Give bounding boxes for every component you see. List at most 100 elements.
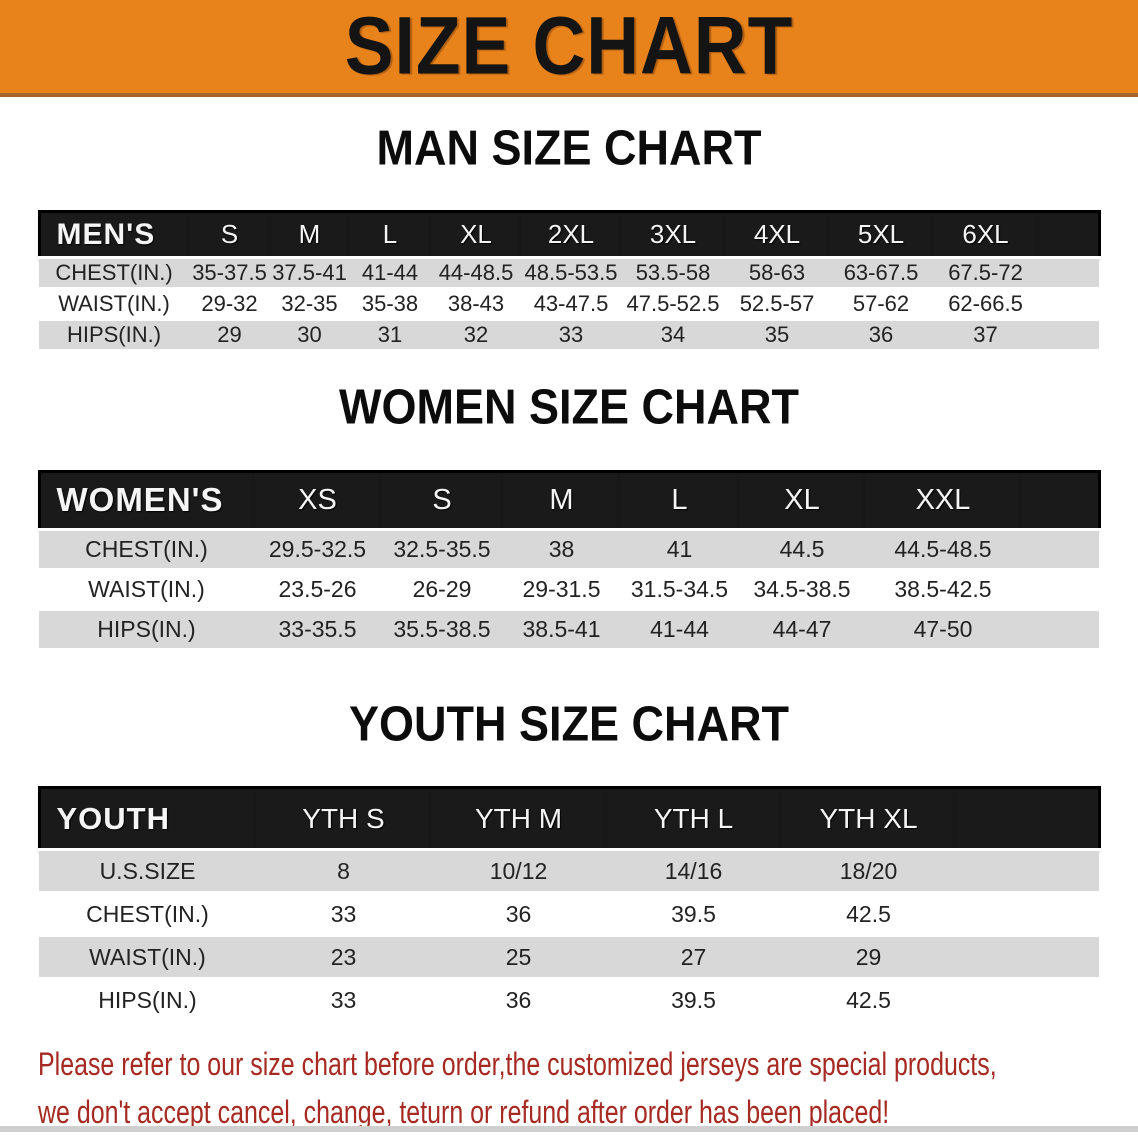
table-row: CHEST(IN.) 33 36 39.5 42.5	[39, 892, 1099, 936]
size-column-header: L	[620, 471, 739, 530]
size-column-header: 3XL	[621, 211, 725, 258]
row-spacer	[956, 934, 1099, 981]
size-value-cell: 41	[620, 527, 739, 571]
size-column-header: YTH XL	[781, 787, 956, 850]
row-spacer	[1038, 288, 1099, 320]
size-value-cell: 23	[256, 934, 431, 981]
banner-title: SIZE CHART	[344, 0, 794, 92]
bottom-edge-strip	[0, 1126, 1138, 1132]
size-value-cell: 44.5-48.5	[865, 527, 1021, 571]
size-value-cell: 23.5-26	[254, 569, 381, 610]
size-value-cell: 38.5-42.5	[865, 569, 1021, 610]
size-column-header: L	[349, 211, 431, 258]
size-value-cell: 32-35	[270, 288, 349, 320]
row-spacer	[1021, 607, 1099, 651]
size-value-cell: 39.5	[606, 978, 781, 1022]
size-value-cell: 44-47	[739, 607, 865, 651]
size-value-cell: 8	[256, 848, 431, 895]
size-value-cell: 35-38	[349, 288, 431, 320]
size-header-row: YOUTH YTH S YTH M YTH L YTH XL	[39, 787, 1099, 850]
header-spacer	[956, 787, 1099, 850]
row-label-cell: U.S.SIZE	[39, 848, 256, 895]
size-value-cell: 34	[621, 318, 725, 353]
table-row: WAIST(IN.) 23.5-26 26-29 29-31.5 31.5-34.5 34…	[39, 569, 1099, 610]
size-value-cell: 38.5-41	[503, 607, 620, 651]
size-column-header: S	[189, 211, 270, 258]
women-section-heading: WOMEN SIZE CHART	[339, 378, 799, 435]
size-value-cell: 29-32	[189, 288, 270, 320]
size-column-header: 2XL	[521, 211, 621, 258]
row-spacer	[1021, 569, 1099, 610]
size-value-cell: 42.5	[781, 892, 956, 936]
size-value-cell: 36	[431, 892, 606, 936]
banner: SIZE CHART	[0, 0, 1138, 97]
row-spacer	[1038, 318, 1099, 353]
row-spacer	[956, 978, 1099, 1022]
size-column-header: XL	[431, 211, 521, 258]
row-label-cell: HIPS(IN.)	[39, 318, 189, 353]
size-value-cell: 29.5-32.5	[254, 527, 381, 571]
size-value-cell: 29-31.5	[503, 569, 620, 610]
corner-label: MEN'S	[39, 211, 189, 258]
header-spacer	[1038, 211, 1099, 258]
size-value-cell: 47.5-52.5	[621, 288, 725, 320]
table-row: CHEST(IN.) 29.5-32.5 32.5-35.5 38 41 44.5 44.5…	[39, 527, 1099, 571]
header-spacer	[1021, 471, 1099, 530]
size-value-cell: 35-37.5	[189, 256, 270, 291]
size-header-row: WOMEN'S XS S M L XL XXL	[39, 471, 1099, 530]
size-value-cell: 34.5-38.5	[739, 569, 865, 610]
size-value-cell: 27	[606, 934, 781, 981]
row-spacer	[956, 848, 1099, 895]
disclaimer: Please refer to our size chart before or…	[38, 1040, 1138, 1136]
women-size-table: WOMEN'S XS S M L XL XXL CHEST(IN.) 29.5-32.5 32.5…	[38, 470, 1101, 651]
size-value-cell: 32.5-35.5	[381, 527, 503, 571]
size-value-cell: 37.5-41	[270, 256, 349, 291]
size-column-header: M	[503, 471, 620, 530]
size-value-cell: 10/12	[431, 848, 606, 895]
row-spacer	[1021, 527, 1099, 571]
row-label-cell: CHEST(IN.)	[39, 892, 256, 936]
size-value-cell: 26-29	[381, 569, 503, 610]
size-value-cell: 38-43	[431, 288, 521, 320]
row-label-cell: CHEST(IN.)	[39, 527, 254, 571]
table-row: CHEST(IN.) 35-37.5 37.5-41 41-44 44-48.5 48.5…	[39, 256, 1099, 291]
size-value-cell: 39.5	[606, 892, 781, 936]
table-row: U.S.SIZE 8 10/12 14/16 18/20	[39, 848, 1099, 895]
size-value-cell: 41-44	[620, 607, 739, 651]
table-row: HIPS(IN.) 33 36 39.5 42.5	[39, 978, 1099, 1022]
size-column-header: YTH L	[606, 787, 781, 850]
size-column-header: 6XL	[933, 211, 1038, 258]
table-row: HIPS(IN.) 29 30 31 32 33 34 35 36 37	[39, 318, 1099, 353]
size-value-cell: 53.5-58	[621, 256, 725, 291]
size-value-cell: 32	[431, 318, 521, 353]
size-value-cell: 62-66.5	[933, 288, 1038, 320]
size-value-cell: 57-62	[829, 288, 933, 320]
size-value-cell: 29	[189, 318, 270, 353]
size-column-header: YTH S	[256, 787, 431, 850]
size-value-cell: 58-63	[725, 256, 829, 291]
size-value-cell: 25	[431, 934, 606, 981]
row-spacer	[956, 892, 1099, 936]
size-column-header: XL	[739, 471, 865, 530]
youth-section-heading: YOUTH SIZE CHART	[348, 695, 789, 752]
size-value-cell: 63-67.5	[829, 256, 933, 291]
row-label-cell: WAIST(IN.)	[39, 288, 189, 320]
size-value-cell: 30	[270, 318, 349, 353]
size-value-cell: 36	[431, 978, 606, 1022]
row-label-cell: HIPS(IN.)	[39, 978, 256, 1022]
size-value-cell: 31.5-34.5	[620, 569, 739, 610]
size-value-cell: 44.5	[739, 527, 865, 571]
size-value-cell: 36	[829, 318, 933, 353]
row-label-cell: HIPS(IN.)	[39, 607, 254, 651]
size-value-cell: 38	[503, 527, 620, 571]
size-column-header: S	[381, 471, 503, 530]
size-header-row: MEN'S S M L XL 2XL 3XL 4XL 5XL 6XL	[39, 211, 1099, 258]
size-column-header: XXL	[865, 471, 1021, 530]
size-column-header: XS	[254, 471, 381, 530]
size-column-header: 5XL	[829, 211, 933, 258]
corner-label: YOUTH	[39, 787, 256, 850]
disclaimer-line-1: Please refer to our size chart before or…	[38, 1045, 997, 1082]
table-row: WAIST(IN.) 29-32 32-35 35-38 38-43 43-47.5 47.…	[39, 288, 1099, 320]
row-label-cell: CHEST(IN.)	[39, 256, 189, 291]
